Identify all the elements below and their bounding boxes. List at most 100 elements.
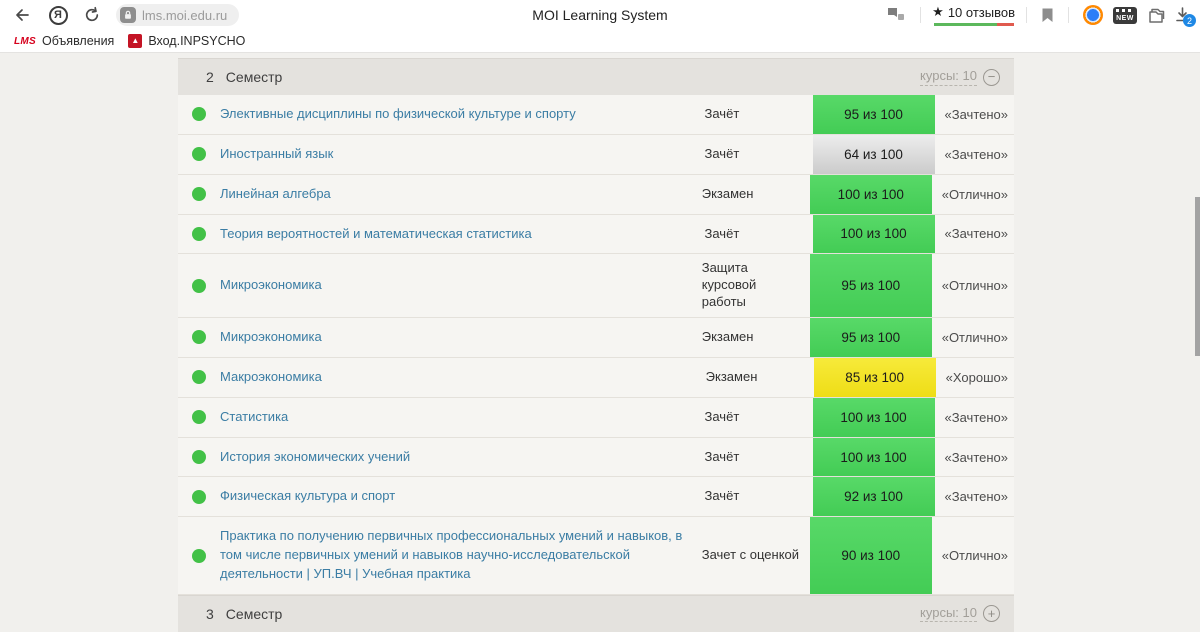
site-reviews[interactable]: ★ 10 отзывов — [932, 4, 1015, 26]
course-link[interactable]: Микроэкономика — [220, 329, 322, 345]
semester-header: 2 Семестр курсы: 10 − — [178, 58, 1014, 95]
browser-toolbar: Я lms.moi.edu.ru MOI Learning System ★ — [0, 0, 1200, 30]
refresh-button[interactable] — [78, 2, 106, 28]
assessment-type: Зачёт — [704, 408, 740, 424]
yandex-button[interactable]: Я — [44, 2, 72, 28]
courses-count-link[interactable]: курсы: 10 — [920, 68, 977, 86]
semester-label: Семестр — [225, 605, 283, 622]
refresh-icon — [85, 6, 99, 22]
bookmark-item-announcements[interactable]: LMS Объявления — [14, 34, 115, 48]
reviews-count: 10 отзывов — [947, 4, 1015, 20]
course-link[interactable]: Теория вероятностей и математическая ста… — [220, 225, 532, 241]
assessment-type: Экзамен — [701, 185, 754, 201]
lms-favicon: LMS — [14, 35, 37, 47]
course-link[interactable]: Иностранный язык — [220, 145, 334, 161]
table-row: Микроэкономика Защита курсовой работы 95… — [178, 254, 1014, 319]
table-row: Статистика Зачёт 100 из 100 «Зачтено» — [178, 397, 1014, 438]
back-button[interactable] — [8, 2, 36, 28]
course-link[interactable]: История экономических учений — [220, 448, 411, 464]
grades-table: Элективные дисциплины по физической куль… — [178, 95, 1014, 595]
assessment-type: Защита курсовой работы — [701, 260, 757, 310]
grade-text: «Зачтено» — [944, 449, 1008, 465]
course-link[interactable]: Практика по получению первичных професси… — [220, 528, 683, 581]
assessment-type: Экзамен — [701, 329, 754, 345]
table-row: Макроэкономика Экзамен 85 из 100 «Хорошо… — [178, 357, 1014, 398]
downloads-badge: 2 — [1183, 14, 1196, 27]
score-cell: 100 из 100 — [812, 437, 935, 477]
arrow-left-icon — [16, 9, 29, 21]
table-row: Физическая культура и спорт Зачёт 92 из … — [178, 477, 1014, 518]
score-cell: 100 из 100 — [812, 397, 935, 437]
status-dot-icon — [192, 278, 206, 293]
semester-number: 2 — [206, 69, 214, 85]
table-row: Теория вероятностей и математическая ста… — [178, 214, 1014, 255]
score-cell: 100 из 100 — [809, 174, 932, 214]
bookmark-item-inpsycho[interactable]: ▲ Вход.INPSYCHO — [124, 31, 255, 51]
grade-text: «Зачтено» — [944, 146, 1008, 162]
collapse-icon[interactable]: − — [983, 68, 1000, 86]
status-dot-icon — [192, 370, 206, 385]
status-dot-icon — [192, 107, 206, 122]
semester-number: 3 — [206, 605, 214, 622]
grade-text: «Зачтено» — [944, 489, 1008, 505]
score-cell: 100 из 100 — [812, 214, 935, 254]
star-icon: ★ — [932, 4, 944, 19]
score-cell: 95 из 100 — [809, 318, 932, 357]
table-row: Микроэкономика Экзамен 95 из 100 «Отличн… — [178, 318, 1014, 358]
semester-grades-panel: 2 Семестр курсы: 10 − Элективные дисципли… — [178, 58, 1014, 632]
bookmarks-bar: LMS Объявления ▲ Вход.INPSYCHO — [0, 30, 1200, 53]
score-cell: 85 из 100 — [813, 357, 936, 397]
score-cell: 95 из 100 — [809, 254, 932, 318]
divider — [1068, 7, 1069, 23]
score-cell: 90 из 100 — [809, 517, 932, 594]
course-link[interactable]: Физическая культура и спорт — [220, 488, 396, 504]
course-link[interactable]: Макроэкономика — [220, 368, 322, 384]
divider — [920, 7, 922, 23]
url-text[interactable]: lms.moi.edu.ru — [142, 7, 228, 23]
lms-page: 2 Семестр курсы: 10 − Элективные дисципли… — [0, 58, 1200, 632]
grade-text: «Отлично» — [941, 278, 1008, 294]
grade-text: «Зачтено» — [944, 106, 1008, 122]
grade-text: «Отлично» — [941, 329, 1008, 345]
courses-count-link[interactable]: курсы: 10 — [920, 605, 977, 623]
table-row: История экономических учений Зачёт 100 и… — [178, 437, 1014, 478]
feedback-icon[interactable] — [886, 6, 906, 24]
score-cell: 95 из 100 — [812, 95, 935, 134]
new-extension-icon[interactable]: NEW — [1113, 6, 1137, 24]
address-bar[interactable]: lms.moi.edu.ru — [116, 4, 240, 26]
status-dot-icon — [192, 450, 206, 464]
assessment-type: Зачёт — [704, 105, 740, 121]
assessment-type: Экзамен — [705, 368, 758, 384]
divider — [1026, 7, 1027, 23]
status-dot-icon — [192, 187, 206, 202]
course-link[interactable]: Микроэкономика — [220, 277, 322, 293]
assessment-type: Зачёт — [704, 448, 740, 464]
table-row: Иностранный язык Зачёт 64 из 100 «Зачтен… — [178, 134, 1014, 175]
grade-text: «Зачтено» — [944, 226, 1008, 242]
course-link[interactable]: Линейная алгебра — [220, 185, 331, 201]
status-dot-icon — [192, 330, 206, 345]
assessment-type: Зачёт — [704, 488, 740, 504]
collections-icon[interactable] — [1147, 7, 1165, 24]
course-link[interactable]: Элективные дисциплины по физической куль… — [220, 106, 576, 121]
reviews-rating-bar — [933, 23, 1014, 26]
status-dot-icon — [192, 410, 206, 425]
yandex-logo-icon: Я — [48, 5, 68, 25]
lock-icon[interactable] — [120, 7, 136, 23]
course-link[interactable]: Статистика — [220, 408, 289, 424]
semester-footer: 3 Семестр курсы: 10 + — [178, 594, 1014, 632]
extension-icon[interactable] — [1083, 5, 1103, 25]
expand-icon[interactable]: + — [983, 605, 1000, 623]
grade-text: «Хорошо» — [945, 369, 1008, 385]
status-dot-icon — [192, 226, 206, 241]
assessment-type: Зачёт — [704, 225, 740, 241]
scrollbar-thumb[interactable] — [1195, 197, 1200, 356]
assessment-type: Зачет с оценкой — [701, 547, 800, 563]
grade-text: «Зачтено» — [944, 409, 1008, 425]
semester-label: Семестр — [225, 69, 283, 85]
grade-text: «Отлично» — [941, 186, 1008, 202]
status-dot-icon — [192, 548, 206, 563]
table-row: Элективные дисциплины по физической куль… — [178, 95, 1014, 135]
downloads-icon[interactable]: 2 — [1175, 7, 1196, 27]
bookmark-icon[interactable] — [1041, 8, 1054, 23]
